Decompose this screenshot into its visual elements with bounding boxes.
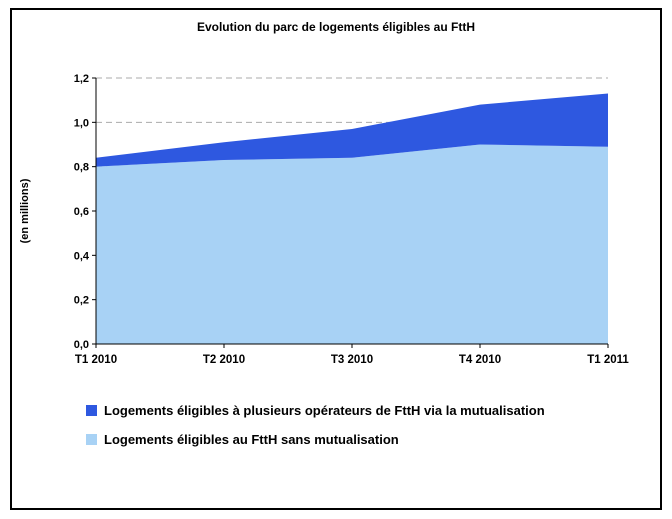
y-tick-label: 0,6 xyxy=(74,206,89,218)
legend-swatch-sans-mutualisation-icon xyxy=(86,434,97,445)
x-tick-label: T3 2010 xyxy=(331,354,373,366)
y-tick-label: 1,2 xyxy=(74,73,89,85)
legend-item-sans-mutualisation: Logements éligibles au FttH sans mutuali… xyxy=(86,432,660,447)
legend-label-mutualisation: Logements éligibles à plusieurs opérateu… xyxy=(104,403,545,418)
x-tick-label: T1 2010 xyxy=(75,354,117,366)
chart-title: Evolution du parc de logements éligibles… xyxy=(196,20,476,34)
legend-label-sans-mutualisation: Logements éligibles au FttH sans mutuali… xyxy=(104,432,399,447)
area-mutualisation xyxy=(96,93,608,167)
y-tick-label: 0,0 xyxy=(74,339,89,351)
legend-item-mutualisation: Logements éligibles à plusieurs opérateu… xyxy=(86,403,660,418)
area-sans-mutualisation xyxy=(96,144,608,344)
y-tick-label: 0,8 xyxy=(74,162,89,174)
x-tick-label: T2 2010 xyxy=(203,354,245,366)
x-tick-label: T4 2010 xyxy=(459,354,501,366)
x-tick-label: T1 2011 xyxy=(587,354,629,366)
y-tick-label: 1,0 xyxy=(74,117,89,129)
legend: Logements éligibles à plusieurs opérateu… xyxy=(86,403,660,447)
y-tick-label: 0,2 xyxy=(74,295,89,307)
chart-frame: Evolution du parc de logements éligibles… xyxy=(10,8,662,510)
y-axis-title: (en millions) xyxy=(19,178,31,243)
chart-plot-area: 0,0 0,2 0,4 0,6 0,8 1,0 1,2 T1 2010 T2 2010 T3 20… xyxy=(19,73,629,366)
y-tick-label: 0,4 xyxy=(74,250,90,262)
legend-swatch-mutualisation-icon xyxy=(86,405,97,416)
